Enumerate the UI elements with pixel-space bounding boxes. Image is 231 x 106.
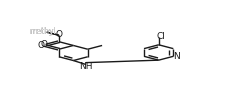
Text: N: N — [172, 52, 179, 61]
Text: O: O — [55, 30, 62, 39]
Text: NH: NH — [79, 62, 92, 71]
Text: O: O — [37, 41, 44, 50]
Text: methyl: methyl — [29, 27, 56, 36]
Text: Cl: Cl — [156, 32, 165, 41]
Text: methyl: methyl — [29, 27, 56, 36]
Text: O: O — [40, 40, 47, 49]
